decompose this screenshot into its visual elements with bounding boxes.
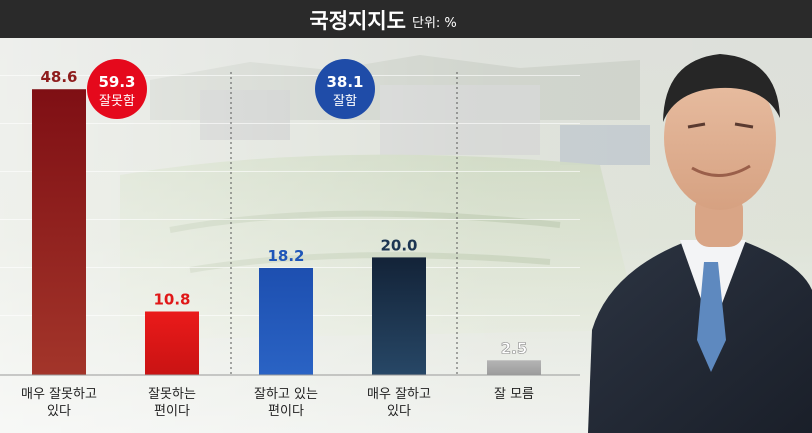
- positive-badge-label: 잘함: [333, 94, 357, 109]
- value-label-1: 48.6: [40, 68, 77, 86]
- negative-badge-label: 잘못함: [99, 94, 135, 109]
- summary-badge-positive: 38.1 잘함: [315, 59, 375, 119]
- value-label-2: 10.8: [153, 290, 190, 308]
- category-label-5: 잘 모름: [494, 387, 534, 402]
- chart-unit: 단위: %: [412, 16, 457, 31]
- bar-4: [372, 257, 426, 375]
- chart-title: 국정지지도: [309, 9, 406, 33]
- negative-badge-circle: [87, 59, 147, 119]
- positive-badge-circle: [315, 59, 375, 119]
- title-bar: [0, 0, 812, 38]
- category-labels: 매우 잘못하고 있다 잘못하는 편이다 잘하고 있는 편이다 매우 잘하고 있다 잘 모름: [21, 387, 534, 419]
- category-label-3: 잘하고 있는 편이다: [254, 387, 318, 419]
- negative-badge-value: 59.3: [98, 73, 135, 91]
- value-label-4: 20.0: [380, 236, 417, 254]
- value-label-5: 2.5: [501, 339, 528, 357]
- category-label-1: 매우 잘못하고 있다: [21, 387, 97, 419]
- value-label-3: 18.2: [267, 247, 304, 265]
- bar-3: [259, 267, 313, 375]
- value-labels: 48.6 10.8 18.2 20.0 2.5: [40, 68, 527, 357]
- person-portrait: [588, 54, 812, 433]
- category-label-4: 매우 잘하고 있다: [367, 387, 431, 419]
- summary-badge-negative: 59.3 잘못함: [87, 59, 147, 119]
- positive-badge-value: 38.1: [326, 73, 363, 91]
- bar-1: [32, 89, 86, 376]
- bars: [32, 89, 541, 376]
- bar-2: [145, 311, 199, 375]
- bar-5: [487, 360, 541, 375]
- category-label-2: 잘못하는 편이다: [148, 387, 196, 419]
